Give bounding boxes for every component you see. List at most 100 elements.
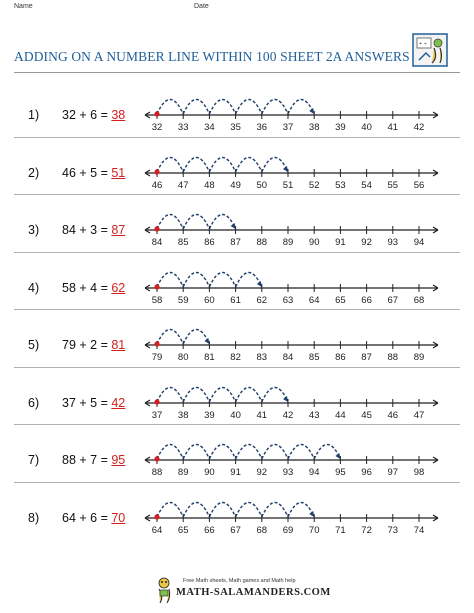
tick-label: 64 <box>152 525 163 536</box>
right-arrow-icon <box>432 398 439 407</box>
number-line: 46 47 48 49 50 51 52 53 54 55 56 <box>144 156 439 191</box>
jump-arc <box>261 443 289 460</box>
question-number: 2) <box>28 165 40 180</box>
tick-label: 92 <box>361 237 372 248</box>
jump-arc <box>182 98 211 115</box>
row-divider <box>14 136 460 138</box>
tick-label: 64 <box>309 295 320 306</box>
question-number: 4) <box>28 280 40 295</box>
question-sum: 88 + 7 = <box>62 453 112 467</box>
row-divider <box>14 366 460 368</box>
jump-arc <box>156 271 184 287</box>
tick-label: 56 <box>414 180 425 191</box>
start-marker <box>154 226 160 232</box>
jump-arc <box>156 98 184 115</box>
start-marker <box>154 111 160 117</box>
jump-arc <box>261 156 289 172</box>
question-expression: 37 + 5 = 42 <box>62 396 125 410</box>
jump-arc <box>182 328 211 345</box>
jump-arc <box>261 386 289 402</box>
number-line: 32 33 34 35 36 37 38 39 40 41 42 <box>144 98 439 133</box>
question-number: 3) <box>28 223 40 237</box>
left-arrow-icon <box>144 168 151 177</box>
jump-end-arrow-icon <box>283 165 288 172</box>
question-number: 7) <box>28 453 40 467</box>
title-divider <box>14 72 460 73</box>
tick-label: 54 <box>361 180 372 191</box>
tick-label: 63 <box>283 295 294 306</box>
question-sum: 58 + 4 = <box>62 280 112 295</box>
tick-label: 72 <box>361 525 372 536</box>
salamander-mascot-icon <box>158 577 171 604</box>
tick-label: 96 <box>361 467 372 478</box>
tick-label: 59 <box>178 295 189 306</box>
tick-label: 42 <box>283 410 294 421</box>
question-expression: 58 + 4 = 62 <box>62 281 125 295</box>
tick-label: 55 <box>388 180 399 191</box>
jump-end-arrow-icon <box>283 395 288 402</box>
jump-arc <box>208 386 237 402</box>
tick-label: 91 <box>335 237 346 248</box>
start-marker <box>154 456 160 462</box>
name-label: Name <box>14 3 33 10</box>
tick-label: 93 <box>283 467 294 478</box>
number-line: 58 59 60 61 62 63 64 65 66 67 68 <box>144 271 439 306</box>
jump-arc <box>234 443 263 460</box>
tick-label: 69 <box>283 525 294 536</box>
tick-label: 40 <box>361 122 372 133</box>
jump-end-arrow-icon <box>256 280 262 287</box>
tick-label: 53 <box>335 180 346 191</box>
jump-arc <box>313 443 342 460</box>
left-arrow-icon <box>144 341 151 349</box>
question-sum: 32 + 6 = <box>62 108 112 122</box>
jump-arc <box>156 328 184 345</box>
tick-label: 86 <box>335 352 346 363</box>
tick-label: 40 <box>230 410 241 421</box>
tick-label: 87 <box>230 237 241 248</box>
question-sum: 46 + 5 = <box>62 165 112 180</box>
tick-label: 85 <box>309 352 320 363</box>
tick-label: 89 <box>414 352 425 363</box>
number-line: 79 80 81 82 83 84 85 86 87 88 89 <box>144 328 439 363</box>
question-answer: 95 <box>111 453 126 467</box>
jump-arc <box>208 271 237 287</box>
start-marker <box>154 513 160 520</box>
tick-label: 79 <box>152 352 163 363</box>
tick-label: 88 <box>257 237 268 248</box>
right-arrow-icon <box>432 283 439 292</box>
jump-arc <box>156 443 184 460</box>
tick-label: 70 <box>309 525 320 536</box>
question-expression: 79 + 2 = 81 <box>62 338 125 352</box>
start-marker <box>154 398 160 405</box>
tick-label: 84 <box>152 237 163 248</box>
jump-arc <box>234 98 263 115</box>
jump-arc <box>287 443 315 460</box>
jump-arc <box>182 271 211 287</box>
tick-label: 98 <box>414 467 425 478</box>
row-divider <box>14 194 460 195</box>
tick-label: 37 <box>283 122 294 133</box>
number-line: 88 89 90 91 92 93 94 95 96 97 98 <box>144 443 439 478</box>
jump-arc <box>287 98 315 115</box>
jump-arc <box>182 443 211 460</box>
question-answer: 42 <box>111 395 126 410</box>
question-answer: 62 <box>111 280 126 295</box>
right-arrow-icon <box>432 341 439 349</box>
svg-text:÷: ÷ <box>424 41 427 47</box>
footer-tagline: Free Math sheets, Math games and Math he… <box>183 578 296 584</box>
question-expression: 46 + 5 = 51 <box>62 166 125 180</box>
tick-label: 85 <box>178 237 189 248</box>
row-divider <box>14 424 460 425</box>
tick-label: 65 <box>335 295 346 306</box>
jump-arc <box>234 271 263 287</box>
tick-label: 66 <box>204 525 215 536</box>
question-sum: 84 + 3 = <box>62 223 112 237</box>
tick-label: 67 <box>230 525 241 536</box>
row-divider <box>14 481 460 483</box>
jump-arc <box>234 386 263 402</box>
left-arrow-icon <box>144 398 151 407</box>
tick-label: 36 <box>257 122 268 133</box>
tick-label: 51 <box>283 180 294 191</box>
tick-label: 47 <box>414 410 425 421</box>
jump-end-arrow-icon <box>335 453 341 459</box>
